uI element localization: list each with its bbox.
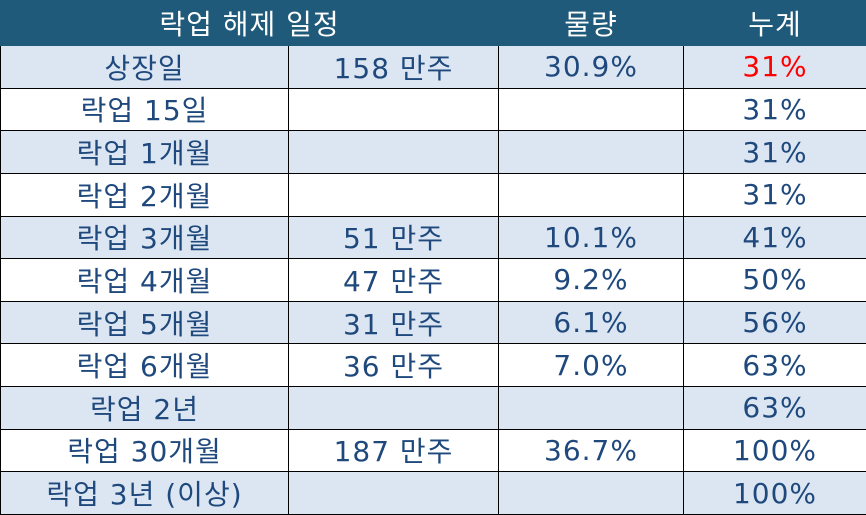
table-cell: 락업 3개월 (0, 215, 289, 260)
table-row: 락업 4개월 47 만주 9.2% 50% (0, 258, 866, 302)
header-cell: 누계 (683, 0, 866, 46)
table-cell: 51 만주 (288, 215, 499, 260)
table-cell: 31% (683, 87, 866, 132)
table-cell: 락업 2년 (0, 386, 289, 430)
table-cell: 30.9% (498, 45, 684, 89)
table-cell (498, 87, 684, 132)
table-cell: 7.0% (498, 343, 684, 387)
table-cell: 락업 30개월 (0, 428, 289, 473)
table-cell: 락업 6개월 (0, 343, 289, 387)
table-cell (288, 471, 499, 515)
header-cell: 락업 해제 일정 (0, 0, 499, 46)
table-cell: 47 만주 (288, 258, 499, 302)
table-cell: 36 만주 (288, 343, 499, 387)
table-row: 락업 1개월 31% (0, 130, 866, 174)
table-cell: 41% (683, 215, 866, 260)
table-row: 락업 6개월 36 만주 7.0% 63% (0, 343, 866, 387)
table-cell (288, 172, 499, 217)
table-cell: 50% (683, 258, 866, 302)
table-cell: 락업 4개월 (0, 258, 289, 302)
table-row: 락업 2개월 31% (0, 172, 866, 217)
table-cell: 187 만주 (288, 428, 499, 473)
table-cell (288, 87, 499, 132)
table-cell (498, 130, 684, 174)
table-cell: 락업 3년 (이상) (0, 471, 289, 515)
table-cell: 락업 1개월 (0, 130, 289, 174)
table-cell: 31 만주 (288, 300, 499, 345)
table-cell (498, 386, 684, 430)
table-cell (498, 471, 684, 515)
header-cell: 물량 (498, 0, 684, 46)
table-cell: 10.1% (498, 215, 684, 260)
table-cell: 158 만주 (288, 45, 499, 89)
table-row: 락업 3년 (이상) 100% (0, 471, 866, 515)
table-row: 락업 3개월 51 만주 10.1% 41% (0, 215, 866, 260)
table-cell: 100% (683, 471, 866, 515)
table-cell: 31% (683, 130, 866, 174)
table-cell: 31% (683, 45, 866, 89)
table-cell: 락업 2개월 (0, 172, 289, 217)
table-row: 락업 15일 31% (0, 87, 866, 132)
table-cell: 63% (683, 343, 866, 387)
table-cell: 31% (683, 172, 866, 217)
table-row: 상장일 158 만주 30.9% 31% (0, 45, 866, 89)
table-cell: 9.2% (498, 258, 684, 302)
table-row: 락업 5개월 31 만주 6.1% 56% (0, 300, 866, 345)
table-cell: 상장일 (0, 45, 289, 89)
table-cell: 100% (683, 428, 866, 473)
table-cell: 락업 5개월 (0, 300, 289, 345)
table-cell: 36.7% (498, 428, 684, 473)
table-row: 락업 2년 63% (0, 386, 866, 430)
table-cell (288, 130, 499, 174)
table-cell: 56% (683, 300, 866, 345)
table-row: 락업 30개월 187 만주 36.7% 100% (0, 428, 866, 473)
header-row: 락업 해제 일정 물량 누계 (0, 0, 866, 46)
table-cell: 63% (683, 386, 866, 430)
table-cell (288, 386, 499, 430)
table-cell: 6.1% (498, 300, 684, 345)
table-cell: 락업 15일 (0, 87, 289, 132)
table-body: 상장일 158 만주 30.9% 31% 락업 15일 31% 락업 1개월 31% 락업 2개… (0, 45, 866, 515)
table-cell (498, 172, 684, 217)
